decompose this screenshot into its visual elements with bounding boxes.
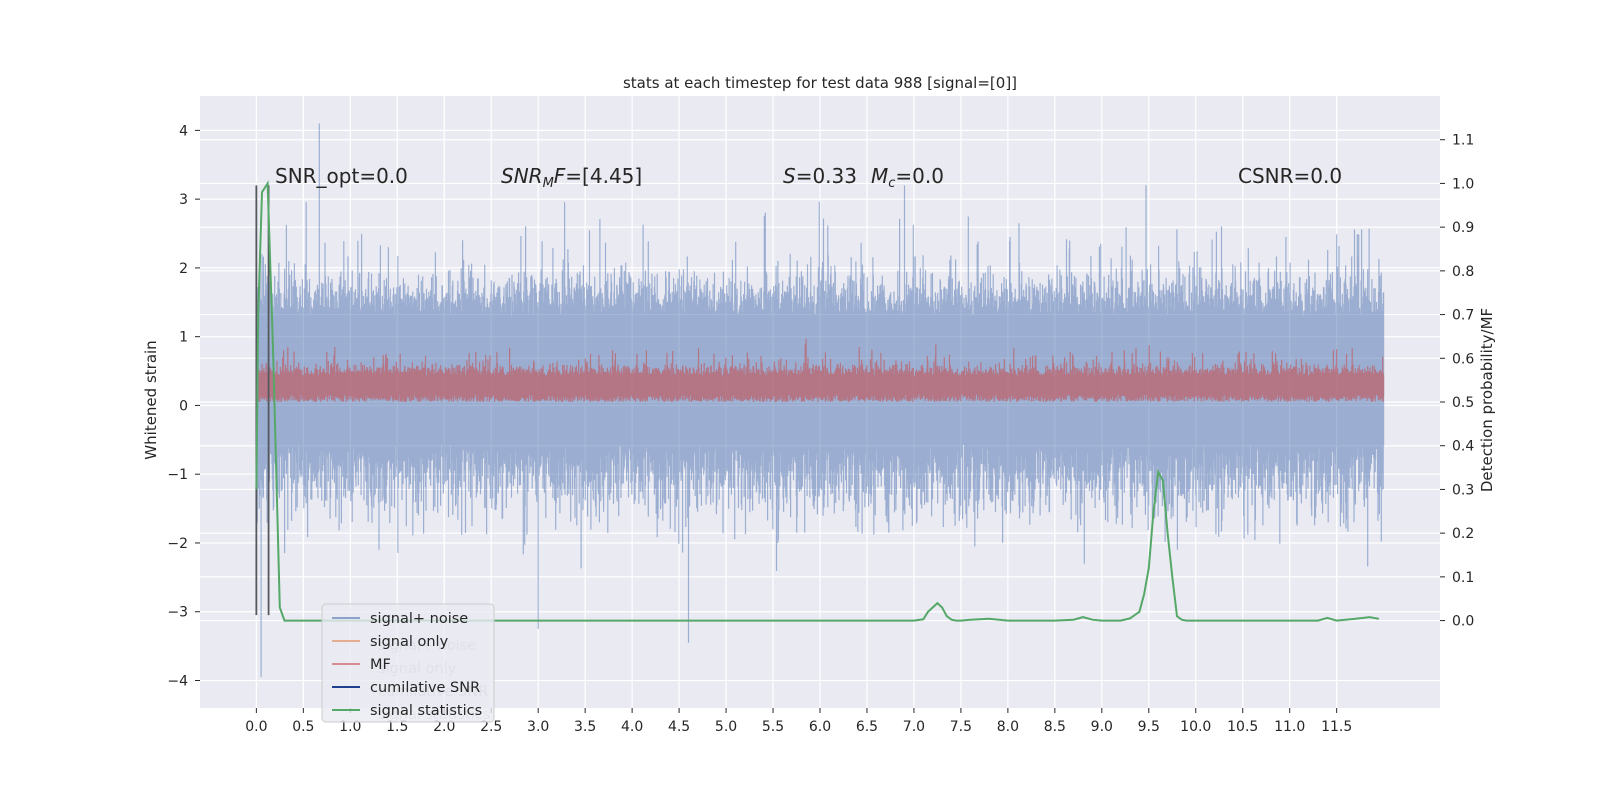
x-axis-ticks: 0.0 0.5 1.0 1.5 2.0 2.5 3.0 3.5 4.0 4.5 5.0 5.5 6.0 6… bbox=[245, 708, 1352, 735]
annotation-mc-value: =0.0 bbox=[895, 164, 944, 188]
x-tick-label: 6.5 bbox=[856, 719, 878, 735]
x-tick-label: 2.0 bbox=[433, 719, 455, 735]
y-right-tick-label: 0.5 bbox=[1452, 395, 1474, 411]
y-right-tick-label: 1.1 bbox=[1452, 133, 1474, 149]
x-tick-label: 8.0 bbox=[997, 719, 1019, 735]
x-tick-label: 1.5 bbox=[386, 719, 408, 735]
x-tick-label: 8.5 bbox=[1044, 719, 1066, 735]
y-right-tick-label: 0.7 bbox=[1452, 308, 1474, 324]
annotation-snr-mf: SNRMF=[4.45] bbox=[501, 164, 642, 191]
annotation-snr-mf-sub: M bbox=[543, 176, 554, 191]
y-tick-label: −2 bbox=[167, 536, 188, 552]
y-tick-label: −1 bbox=[167, 467, 188, 483]
annotation-snr-mf-value: =[4.45] bbox=[565, 164, 642, 188]
y-axis-left-label: Whitened strain bbox=[142, 340, 160, 459]
y-right-tick-label: 0.2 bbox=[1452, 526, 1474, 542]
x-tick-label: 7.5 bbox=[950, 719, 972, 735]
x-tick-label: 5.5 bbox=[762, 719, 784, 735]
chart-title: stats at each timestep for test data 988… bbox=[623, 74, 1017, 92]
x-tick-label: 6.0 bbox=[809, 719, 831, 735]
x-tick-label: 11.0 bbox=[1274, 719, 1305, 735]
y-right-tick-label: 0.9 bbox=[1452, 220, 1474, 236]
legend-label: MF bbox=[370, 657, 391, 673]
y-tick-label: 4 bbox=[179, 123, 188, 139]
x-tick-label: 1.0 bbox=[339, 719, 361, 735]
x-tick-label: 10.0 bbox=[1180, 719, 1211, 735]
y-right-tick-label: 0.4 bbox=[1452, 439, 1474, 455]
legend-label: signal only bbox=[370, 634, 449, 650]
x-tick-label: 5.0 bbox=[715, 719, 737, 735]
x-tick-label: 9.0 bbox=[1091, 719, 1113, 735]
annotation-csnr: CSNR=0.0 bbox=[1238, 164, 1342, 188]
x-tick-label: 11.5 bbox=[1321, 719, 1352, 735]
x-tick-label: 0.0 bbox=[245, 719, 267, 735]
y-right-tick-label: 0.1 bbox=[1452, 570, 1474, 586]
y-right-tick-label: 0.6 bbox=[1452, 351, 1474, 367]
annotation-snr-mf-label: SNR bbox=[501, 164, 543, 188]
annotation-s-mc: S=0.33 Mc=0.0 bbox=[783, 164, 944, 191]
y-axis-right-label: Detection probability/MF bbox=[1478, 308, 1496, 492]
x-tick-label: 4.0 bbox=[621, 719, 643, 735]
annotation-mc-sub: c bbox=[888, 176, 895, 191]
annotation-snr-mf-f: F bbox=[554, 164, 566, 188]
x-tick-label: 4.5 bbox=[668, 719, 690, 735]
y-tick-label: 3 bbox=[179, 192, 188, 208]
y-tick-label: 1 bbox=[179, 330, 188, 346]
legend-label: signal statistics bbox=[370, 703, 482, 719]
annotation-mc-label: M bbox=[871, 164, 888, 188]
y-axis-right-ticks: 1.1 1.0 0.9 0.8 0.7 0.6 0.5 0.4 0.3 0.2 0.1 0.0 bbox=[1440, 133, 1474, 630]
y-right-tick-label: 0.0 bbox=[1452, 614, 1474, 630]
x-tick-label: 10.5 bbox=[1227, 719, 1258, 735]
y-right-tick-label: 0.3 bbox=[1452, 482, 1474, 498]
x-tick-label: 7.0 bbox=[903, 719, 925, 735]
annotation-s-label: S bbox=[783, 164, 796, 188]
x-tick-label: 0.5 bbox=[292, 719, 314, 735]
annotation-snr-opt: SNR_opt=0.0 bbox=[275, 164, 408, 188]
legend-label: signal+ noise bbox=[370, 611, 468, 627]
y-right-tick-label: 1.0 bbox=[1452, 176, 1474, 192]
x-tick-label: 3.0 bbox=[527, 719, 549, 735]
legend: signal+ noise signal only MF cumilative SNR… bbox=[321, 603, 495, 723]
x-tick-label: 3.5 bbox=[574, 719, 596, 735]
x-tick-label: 9.5 bbox=[1138, 719, 1160, 735]
y-tick-label: −4 bbox=[167, 673, 188, 689]
y-right-tick-label: 0.8 bbox=[1452, 264, 1474, 280]
y-tick-label: −3 bbox=[167, 605, 188, 621]
y-tick-label: 2 bbox=[179, 261, 188, 277]
y-tick-label: 0 bbox=[179, 398, 188, 414]
x-tick-label: 2.5 bbox=[480, 719, 502, 735]
legend-box bbox=[321, 603, 495, 723]
legend-label: cumilative SNR bbox=[370, 680, 480, 696]
annotation-s-value: =0.33 bbox=[796, 164, 857, 188]
y-axis-left-ticks: 4 3 2 1 0 −1 −2 −3 −4 bbox=[167, 123, 200, 689]
